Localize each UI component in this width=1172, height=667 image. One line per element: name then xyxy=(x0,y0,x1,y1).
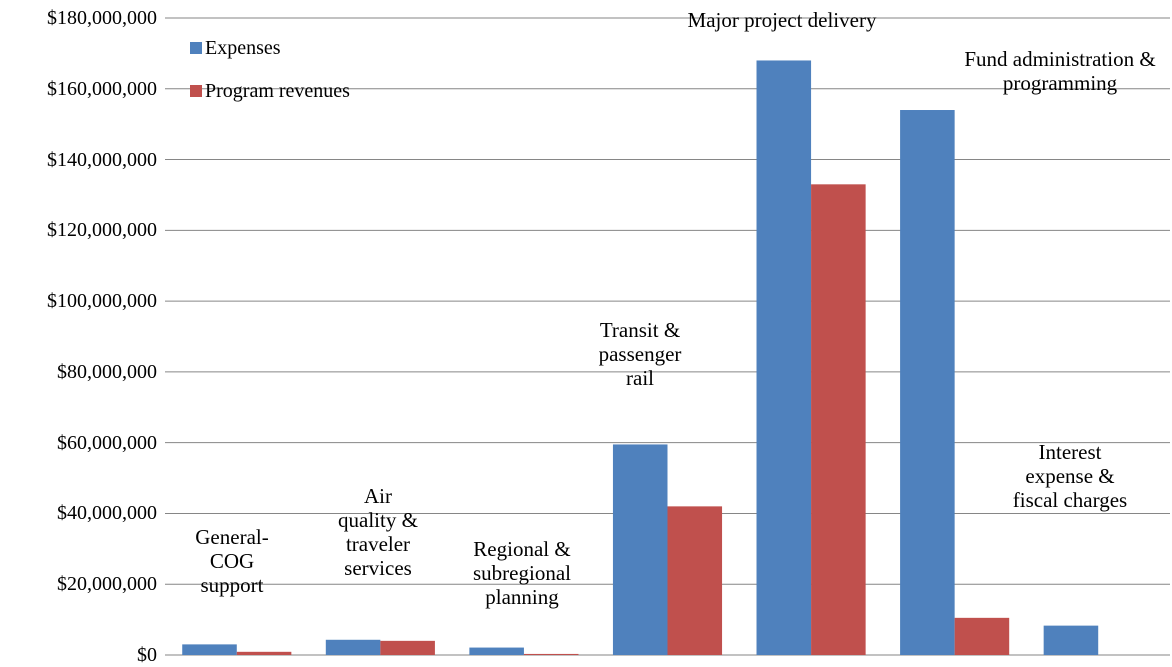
bar xyxy=(612,444,668,655)
bar xyxy=(469,647,524,655)
bar xyxy=(954,617,1010,655)
bar xyxy=(236,651,292,655)
x-category-label: General- COG support xyxy=(195,525,269,597)
x-category-label: Transit & passenger rail xyxy=(598,318,682,390)
bar xyxy=(325,639,381,655)
y-tick-label: $0 xyxy=(137,644,157,666)
bar xyxy=(182,644,237,655)
bar xyxy=(811,184,866,656)
bar xyxy=(667,506,723,655)
y-tick-label: $40,000,000 xyxy=(57,502,157,525)
bar xyxy=(380,640,435,655)
y-tick-label: $140,000,000 xyxy=(47,148,157,171)
y-tick-label: $20,000,000 xyxy=(57,573,157,596)
x-category-label: Interest expense & fiscal charges xyxy=(1012,440,1128,512)
y-tick-label: $100,000,000 xyxy=(47,290,157,313)
y-tick-label: $60,000,000 xyxy=(57,431,157,454)
legend-label: Program revenues xyxy=(205,80,350,102)
y-tick-label: $80,000,000 xyxy=(57,360,157,383)
bar xyxy=(1043,625,1099,655)
x-category-label: Fund administration & programming xyxy=(964,47,1156,95)
x-category-label: Major project delivery xyxy=(687,8,877,32)
legend-label: Expenses xyxy=(205,37,281,59)
x-category-label: Air quality & traveler services xyxy=(338,484,418,580)
bar xyxy=(756,60,812,655)
legend-swatch xyxy=(190,85,202,97)
x-category-label: Regional & subregional planning xyxy=(473,537,571,609)
y-tick-label: $120,000,000 xyxy=(47,219,157,242)
y-tick-label: $160,000,000 xyxy=(47,77,157,100)
bar xyxy=(523,653,579,655)
y-tick-label: $180,000,000 xyxy=(47,7,157,29)
legend-swatch xyxy=(190,42,202,54)
bar xyxy=(900,110,955,655)
